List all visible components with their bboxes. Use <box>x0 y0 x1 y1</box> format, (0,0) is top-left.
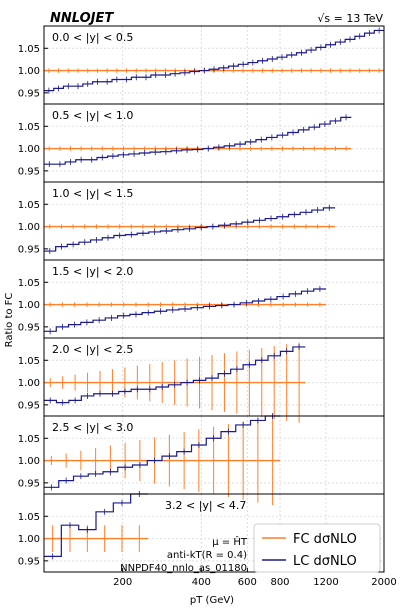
panel-5: 0.95 1.00 1.05 2.5 < |y| < 3.0 <box>18 413 385 506</box>
panel-1: 0.95 1.00 1.05 0.5 < |y| < 1.0 <box>18 103 385 183</box>
rapidity-label: 1.5 < |y| < 2.0 <box>52 265 133 278</box>
y-tick-label: 1.05 <box>18 356 40 367</box>
y-tick-label: 0.95 <box>18 244 40 255</box>
y-tick-label: 1.05 <box>18 512 40 523</box>
legend: FC dσNLO LC dσNLO <box>253 523 381 573</box>
y-tick-label: 1.00 <box>18 300 40 311</box>
x-tick-label: 2000 <box>371 577 396 588</box>
x-tick-label: 1200 <box>313 577 338 588</box>
y-axis-label: Ratio to FC <box>4 293 15 348</box>
panel-4: 0.95 1.00 1.05 2.0 < |y| < 2.5 <box>18 337 385 423</box>
legend-lc-label: LC dσNLO <box>293 554 357 569</box>
y-tick-label: 1.05 <box>18 44 40 55</box>
rapidity-label: 2.0 < |y| < 2.5 <box>52 343 133 356</box>
y-tick-label: 1.00 <box>18 144 40 155</box>
lc-series-line <box>44 493 148 557</box>
y-tick-label: 0.95 <box>18 166 40 177</box>
panels: 0.951.001.050.0 < |y| < 0.50.951.001.050… <box>18 25 397 588</box>
y-tick-label: 1.00 <box>18 222 40 233</box>
panel-2: 0.95 1.00 1.05 1.0 < |y| < 1.5 <box>18 181 385 261</box>
brand-title: NNLOJET <box>50 11 114 26</box>
y-tick-label: 0.95 <box>18 400 40 411</box>
rapidity-label: 2.5 < |y| < 3.0 <box>52 421 133 434</box>
x-axis-label: pT (GeV) <box>190 595 234 606</box>
annotations: μ = ĤT anti-kT(R = 0.4) NNPDF40_nnlo_as_… <box>120 535 248 574</box>
y-tick-label: 1.00 <box>18 378 40 389</box>
panel-0: 0.95 1.00 1.05 0.0 < |y| < 0.5 <box>18 25 385 105</box>
x-tick-label: 600 <box>238 577 257 588</box>
lc-series-line <box>44 415 281 488</box>
scale-annotation: μ = ĤT <box>212 535 248 548</box>
x-tick-label: 200 <box>113 577 132 588</box>
y-tick-label: 1.05 <box>18 434 40 445</box>
y-tick-label: 1.05 <box>18 200 40 211</box>
energy-label: √s = 13 TeV <box>317 12 383 25</box>
y-tick-label: 1.00 <box>18 66 40 77</box>
x-tick-label: 400 <box>192 577 211 588</box>
rapidity-label: 0.5 < |y| < 1.0 <box>52 109 133 122</box>
lc-series-line <box>44 29 384 92</box>
rapidity-label: 1.0 < |y| < 1.5 <box>52 187 133 200</box>
y-tick-label: 1.05 <box>18 122 40 133</box>
rapidity-label: 3.2 < |y| < 4.7 <box>165 499 246 512</box>
lc-series-line <box>44 116 352 165</box>
y-tick-label: 1.05 <box>18 278 40 289</box>
y-tick-label: 0.95 <box>18 478 40 489</box>
legend-fc-label: FC dσNLO <box>293 532 357 547</box>
x-tick-label: 800 <box>270 577 289 588</box>
panel-3: 0.95 1.00 1.05 1.5 < |y| < 2.0 <box>18 259 385 339</box>
y-tick-label: 0.95 <box>18 88 40 99</box>
pdf-annotation: NNPDF40_nnlo_as_01180 <box>120 563 247 574</box>
jet-annotation: anti-kT(R = 0.4) <box>167 550 247 561</box>
rapidity-label: 0.0 < |y| < 0.5 <box>52 31 133 44</box>
y-tick-label: 0.95 <box>18 556 40 567</box>
y-tick-label: 1.00 <box>18 534 40 545</box>
y-tick-label: 0.95 <box>18 322 40 333</box>
panel-frame <box>43 493 385 573</box>
y-tick-label: 1.00 <box>18 456 40 467</box>
